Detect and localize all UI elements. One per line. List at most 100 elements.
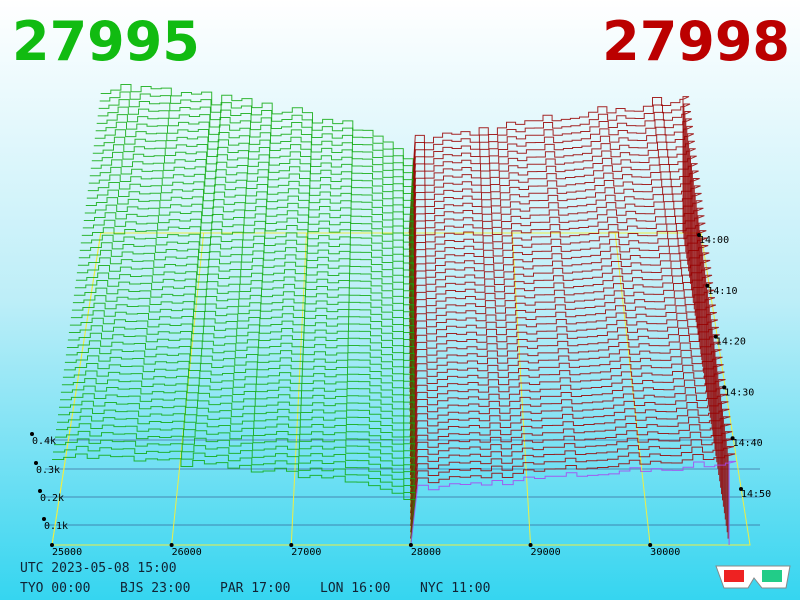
- ask-depth-curve: [408, 103, 691, 240]
- ask-depth-curve: [409, 207, 704, 329]
- bid-depth-curve: [92, 144, 415, 284]
- price-dot: [408, 543, 413, 547]
- bid-depth-curve: [54, 438, 416, 533]
- ask-depth-curve: [409, 319, 718, 425]
- ask-depth-curve: [409, 326, 719, 431]
- depth-label: 0.2k: [40, 493, 64, 504]
- ask-depth-curve: [409, 267, 712, 380]
- ask-depth-curve: [410, 438, 734, 526]
- bid-depth-curve: [89, 166, 415, 304]
- ask-depth-curve: [409, 185, 701, 310]
- time-label: 14:20: [716, 337, 746, 348]
- ask-depth-curve: [409, 341, 721, 444]
- bid-depth-curve: [78, 249, 415, 374]
- time-dot: [730, 436, 735, 441]
- bid-price: 27995: [12, 10, 200, 73]
- zone-time: BJS 23:00: [120, 581, 190, 596]
- ask-price: 27998: [602, 10, 790, 73]
- ask-depth-curve: [408, 96, 690, 234]
- price-dot: [289, 543, 294, 547]
- bid-depth-curve: [67, 332, 416, 444]
- bid-depth-curve: [61, 378, 416, 482]
- bid-depth-curve: [60, 385, 416, 488]
- depth-label: 0.3k: [36, 465, 60, 476]
- price-label: 29000: [531, 547, 561, 558]
- ask-depth-curve: [410, 416, 731, 507]
- bid-depth-curve: [73, 287, 416, 405]
- bid-depth-curve: [85, 197, 415, 329]
- bid-depth-curve: [52, 453, 417, 546]
- bid-depth-curve: [91, 151, 415, 291]
- ask-depth-curve: [409, 297, 716, 405]
- ask-depth-curve: [408, 133, 695, 265]
- ask-depth-curve: [409, 192, 702, 316]
- ask-depth-curve: [409, 170, 699, 297]
- bid-depth-curve: [81, 227, 415, 355]
- price-dot: [528, 543, 533, 547]
- bid-depth-curve: [55, 430, 416, 526]
- zone-time: TYO 00:00: [20, 581, 90, 596]
- bid-depth-curve: [74, 280, 416, 399]
- ask-depth-curve: [410, 401, 729, 495]
- ask-depth-curve: [409, 349, 722, 450]
- ask-depth-curve: [410, 431, 733, 520]
- price-dot: [169, 543, 174, 547]
- bid-depth-curve: [58, 408, 416, 507]
- bid-depth-curve: [66, 340, 416, 450]
- bid-depth-curve: [64, 355, 416, 463]
- bid-depth-curve: [63, 363, 416, 469]
- price-dot: [648, 543, 653, 547]
- ask-depth-curve: [408, 140, 695, 272]
- ask-depth-curve: [409, 274, 713, 386]
- bid-depth-curve: [57, 415, 416, 514]
- bid-depth-curve: [83, 212, 415, 342]
- time-dot: [705, 283, 710, 288]
- price-label: 25000: [52, 547, 82, 558]
- ask-depth-curve: [409, 200, 703, 323]
- ask-depth-curve: [410, 386, 727, 482]
- bid-depth-curve: [80, 234, 415, 361]
- ask-depth-curve: [409, 312, 717, 418]
- ask-depth-curve: [409, 148, 696, 278]
- bid-depth-curve: [94, 129, 415, 272]
- bid-depth-curve: [100, 84, 414, 234]
- time-dot: [713, 334, 718, 339]
- depth-label: 0.4k: [32, 436, 56, 447]
- bid-depth-curve: [53, 445, 417, 539]
- zone-time: LON 16:00: [320, 581, 390, 596]
- bid-depth-curve: [84, 204, 415, 335]
- time-dot: [739, 487, 743, 491]
- price-label: 27000: [291, 547, 321, 558]
- bid-depth-curve: [72, 295, 416, 412]
- bid-depth-curve: [71, 302, 416, 418]
- bid-depth-curve: [56, 423, 416, 520]
- zone-time: NYC 11:00: [420, 581, 490, 596]
- ask-depth-curve: [410, 446, 735, 533]
- ask-depth-curve: [409, 289, 715, 399]
- ask-depth-curve: [409, 163, 698, 291]
- time-label: 14:40: [733, 438, 763, 449]
- depth-dot: [38, 489, 42, 493]
- time-label: 14:00: [699, 235, 729, 246]
- bid-depth-curve: [86, 189, 415, 323]
- bid-depth-curve: [87, 182, 415, 316]
- ask-depth-curve: [409, 371, 725, 469]
- ask-depth-curve: [409, 237, 708, 355]
- bid-depth-curve: [62, 370, 416, 476]
- price-label: 30000: [650, 547, 680, 558]
- bid-depth-curve: [69, 317, 416, 431]
- bid-depth-curve: [90, 159, 415, 297]
- depth-label: 0.1k: [44, 521, 68, 532]
- time-dot: [697, 233, 701, 237]
- ask-depth-curve: [409, 155, 697, 284]
- bid-depth-curve: [93, 136, 415, 278]
- ask-depth-curve: [409, 222, 706, 342]
- bid-depth-curve: [70, 310, 416, 425]
- bid-depth-curve: [96, 114, 415, 259]
- ask-depth-curve: [409, 356, 723, 456]
- ask-depth-curve: [409, 178, 700, 304]
- price-dot: [50, 543, 54, 547]
- ask-depth-curve: [409, 364, 724, 463]
- bid-depth-curve: [97, 106, 415, 253]
